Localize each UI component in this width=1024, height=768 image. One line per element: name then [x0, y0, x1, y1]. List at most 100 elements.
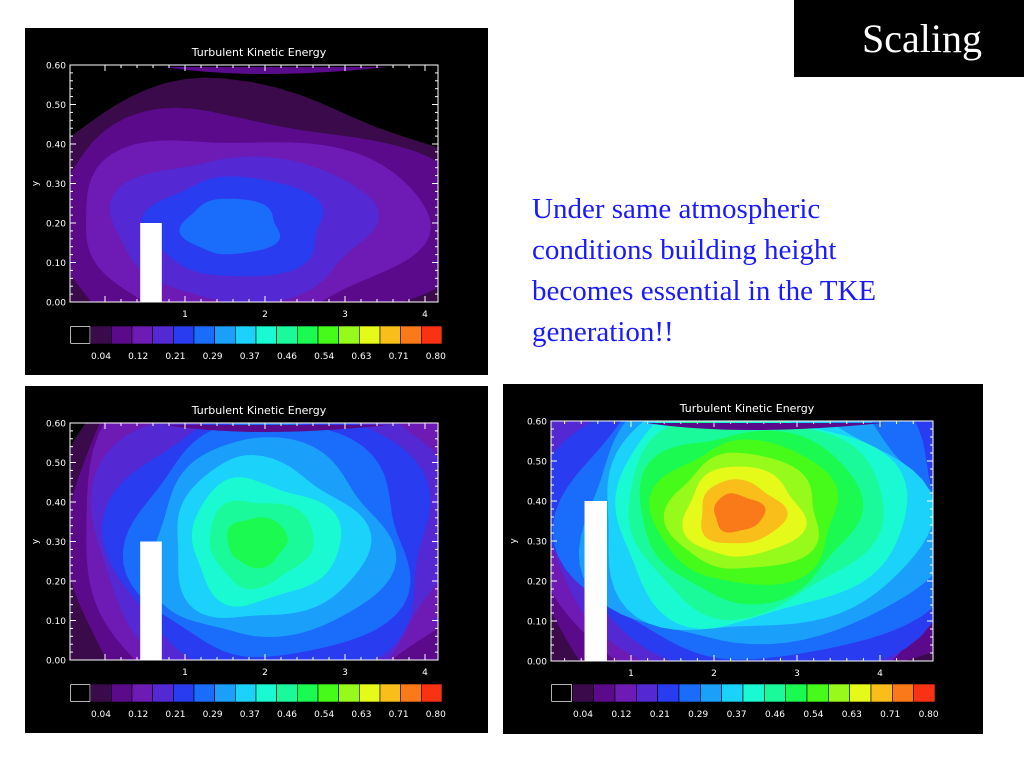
y-tick-label: 0.40 — [46, 499, 66, 509]
tke-top-band — [165, 425, 388, 432]
tke-plot-panel-3: Turbulent Kinetic Energy 0.00 0.10 0.20 0.30… — [503, 384, 983, 734]
colorbar-swatch-zero — [552, 685, 572, 701]
tke-contour-plot: Turbulent Kinetic Energy 0.00 0.10 0.20 0.30… — [509, 402, 939, 720]
description-line: Under same atmospheric — [532, 193, 821, 225]
tke-contour-field — [551, 421, 933, 661]
x-tick-label: 4 — [422, 310, 428, 320]
colorbar-label: 0.04 — [573, 710, 593, 720]
slide-title-text: Scaling — [862, 16, 982, 61]
y-tick-label: 0.30 — [46, 538, 66, 548]
colorbar-swatch — [255, 325, 277, 345]
colorbar-swatch — [721, 683, 744, 703]
colorbar-label: 0.21 — [650, 710, 670, 720]
y-tick-label: 0.10 — [46, 259, 66, 269]
colorbar-swatch — [276, 683, 298, 703]
colorbar-swatch — [636, 683, 658, 703]
tke-contour-level — [227, 517, 288, 569]
building-shape — [140, 223, 162, 302]
colorbar-label: 0.29 — [688, 710, 708, 720]
y-tick-label: 0.50 — [527, 458, 547, 468]
x-tick-label: 2 — [711, 669, 717, 679]
colorbar-label: 0.46 — [277, 352, 297, 362]
colorbar-label: 0.63 — [351, 352, 371, 362]
colorbar-swatch — [421, 683, 443, 703]
y-tick-label: 0.00 — [46, 657, 66, 667]
colorbar-swatch — [806, 683, 829, 703]
tke-plot-panel-2: Turbulent Kinetic Energy 0.00 0.10 0.20 0.30… — [25, 386, 488, 733]
colorbar: 0.04 0.12 0.21 0.29 0.37 0.46 0.54 0.63 0.71 0.80 — [69, 325, 446, 362]
colorbar-swatch — [421, 325, 443, 345]
y-tick-label: 0.20 — [46, 578, 66, 588]
x-tick-label: 1 — [182, 668, 188, 678]
colorbar-swatch — [870, 683, 893, 703]
tke-contour-level — [714, 493, 766, 533]
plot-title: Turbulent Kinetic Energy — [679, 402, 815, 415]
tke-top-band — [165, 67, 388, 74]
colorbar-swatch — [297, 325, 319, 345]
tke-contour-field — [70, 423, 438, 660]
colorbar-label: 0.80 — [426, 710, 446, 720]
colorbar-swatch — [657, 683, 680, 703]
colorbar-swatch-zero — [71, 327, 90, 343]
x-tick-label: 3 — [342, 668, 348, 678]
colorbar-swatch — [111, 325, 133, 345]
colorbar-swatch — [379, 325, 401, 345]
y-axis-label: y — [509, 538, 519, 544]
y-tick-label: 0.40 — [527, 498, 547, 508]
x-tick-label: 2 — [262, 668, 268, 678]
colorbar-swatch — [131, 325, 153, 345]
y-axis-label: y — [31, 180, 41, 186]
colorbar-label: 0.80 — [919, 710, 939, 720]
colorbar-swatch — [173, 683, 195, 703]
colorbar-label: 0.71 — [880, 710, 900, 720]
colorbar-swatch — [359, 325, 381, 345]
colorbar-swatch — [700, 683, 722, 703]
colorbar-swatch — [173, 325, 195, 345]
y-tick-label: 0.50 — [46, 101, 66, 111]
description-line: becomes essential in the TKE — [532, 275, 877, 307]
colorbar-swatch — [593, 683, 616, 703]
colorbar-swatch — [785, 683, 808, 703]
colorbar-label: 0.21 — [165, 352, 185, 362]
colorbar-swatch — [892, 683, 914, 703]
colorbar-swatch — [255, 683, 277, 703]
colorbar-label: 0.12 — [128, 352, 148, 362]
colorbar-swatch — [235, 325, 257, 345]
colorbar-label: 0.54 — [803, 710, 823, 720]
colorbar-swatch — [111, 683, 133, 703]
colorbar-swatch — [614, 683, 637, 703]
colorbar-swatch — [90, 683, 112, 703]
colorbar-swatch — [90, 325, 112, 345]
colorbar-label: 0.37 — [727, 710, 747, 720]
colorbar-label: 0.71 — [389, 710, 409, 720]
colorbar-label: 0.46 — [277, 710, 297, 720]
tke-contour-level — [179, 198, 281, 255]
colorbar-swatch — [338, 683, 360, 703]
colorbar-swatch-zero — [71, 685, 90, 701]
colorbar-label: 0.46 — [765, 710, 785, 720]
colorbar-label: 0.37 — [240, 710, 260, 720]
colorbar-swatch — [764, 683, 786, 703]
colorbar-swatch — [317, 683, 339, 703]
colorbar-swatch — [400, 683, 422, 703]
colorbar-label: 0.12 — [611, 710, 631, 720]
description-line: generation!! — [532, 316, 674, 348]
colorbar-swatch — [359, 683, 381, 703]
x-tick-label: 3 — [794, 669, 800, 679]
colorbar-swatch — [276, 325, 298, 345]
y-tick-label: 0.10 — [46, 617, 66, 627]
colorbar-label: 0.37 — [240, 352, 260, 362]
x-tick-label: 4 — [422, 668, 428, 678]
colorbar-swatch — [400, 325, 422, 345]
colorbar: 0.04 0.12 0.21 0.29 0.37 0.46 0.54 0.63 0.71 0.80 — [550, 683, 939, 720]
x-tick-label: 3 — [342, 310, 348, 320]
plot-title: Turbulent Kinetic Energy — [191, 404, 327, 417]
y-tick-label: 0.00 — [46, 299, 66, 309]
colorbar-label: 0.21 — [165, 710, 185, 720]
x-tick-label: 1 — [628, 669, 634, 679]
y-tick-label: 0.60 — [46, 420, 66, 430]
tke-contour-plot: Turbulent Kinetic Energy 0.00 0.10 0.20 0.30… — [31, 46, 446, 362]
plot-title: Turbulent Kinetic Energy — [191, 46, 327, 59]
colorbar-label: 0.63 — [351, 710, 371, 720]
colorbar-swatch — [678, 683, 701, 703]
